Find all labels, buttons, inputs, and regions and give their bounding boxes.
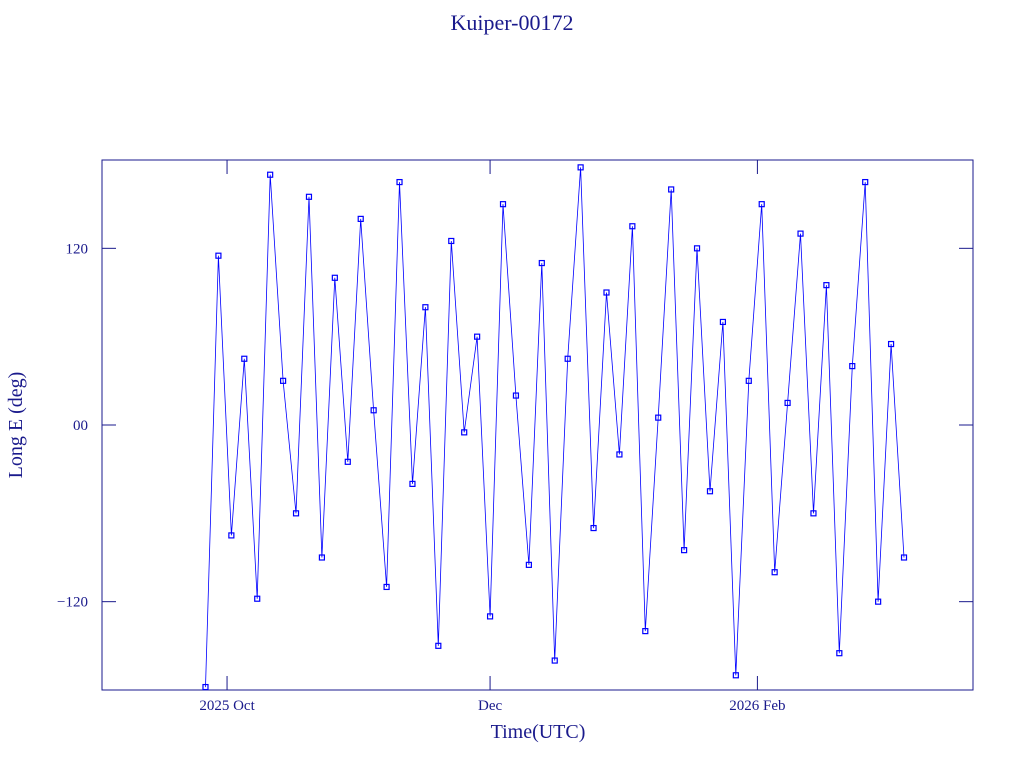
point: [267, 171, 274, 178]
point: [409, 480, 416, 487]
x-axis-label: Time(UTC): [491, 721, 586, 743]
point: [590, 524, 597, 532]
y-tick-label: 00: [73, 418, 88, 434]
point: [616, 451, 623, 458]
point: [486, 613, 494, 620]
chart-title: Kuiper-00172: [451, 10, 574, 35]
point: [849, 363, 856, 370]
point: [823, 282, 830, 289]
x-tick-label: 2025 Oct: [199, 698, 255, 714]
point: [461, 429, 468, 436]
point: [629, 223, 636, 230]
point: [474, 333, 481, 340]
point: [771, 569, 778, 576]
point: [655, 414, 662, 421]
point: [797, 230, 804, 237]
point: [875, 598, 882, 605]
point: [681, 547, 688, 554]
point: [435, 642, 442, 649]
point: [499, 201, 507, 208]
point: [862, 178, 869, 186]
point: [836, 650, 843, 657]
point: [784, 399, 791, 407]
point: [318, 554, 326, 561]
point: [396, 178, 403, 186]
track-line: [205, 167, 905, 688]
point: [758, 201, 765, 208]
point: [512, 392, 520, 399]
point: [810, 510, 817, 517]
y-tick-label: −120: [57, 595, 88, 611]
point: [292, 510, 300, 517]
y-tick-label: 120: [66, 241, 89, 257]
point: [719, 318, 727, 326]
x-tick-label: 2026 Feb: [729, 698, 785, 714]
point: [577, 164, 584, 171]
point: [241, 355, 248, 362]
point: [357, 215, 364, 222]
point: [344, 458, 351, 465]
point: [448, 237, 455, 245]
point: [383, 583, 390, 591]
point: [642, 628, 649, 635]
point: [538, 259, 545, 267]
point: [331, 274, 338, 281]
point: [305, 193, 313, 200]
point: [422, 304, 429, 311]
point: [525, 561, 532, 568]
point: [228, 532, 235, 539]
point: [202, 683, 209, 691]
point: [370, 407, 377, 414]
point: [732, 672, 739, 679]
point: [254, 595, 261, 602]
point: [887, 340, 895, 348]
plot-frame: [101, 159, 974, 691]
point: [551, 657, 558, 664]
point: [668, 186, 675, 193]
point: [603, 289, 610, 296]
point: [706, 488, 714, 495]
y-axis-label: Long E (deg): [5, 372, 27, 479]
point: [693, 245, 701, 252]
point: [745, 377, 752, 384]
point: [564, 355, 571, 362]
point: [900, 554, 908, 561]
point: [215, 252, 222, 259]
point: [279, 377, 287, 384]
x-tick-label: Dec: [478, 698, 502, 714]
